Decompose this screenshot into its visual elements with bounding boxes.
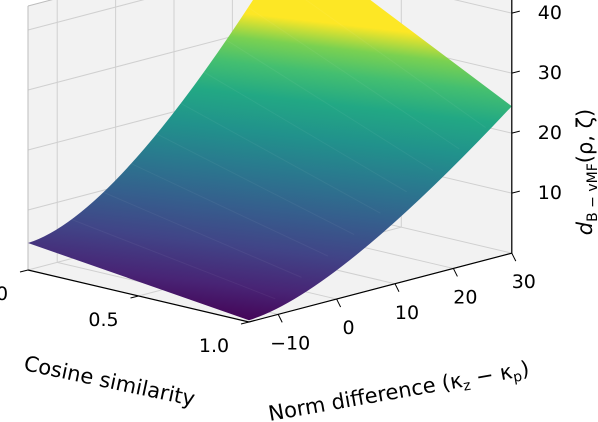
z-tick xyxy=(511,190,520,194)
grid-line xyxy=(453,0,512,14)
y-tick-label: 30 xyxy=(512,271,536,293)
y-tick-label: 20 xyxy=(453,286,477,308)
x-tick-label: 0.5 xyxy=(88,309,118,331)
tick-marks xyxy=(19,10,520,325)
z-tick xyxy=(511,70,520,74)
surface xyxy=(28,0,512,321)
mesh-line xyxy=(80,181,302,278)
z-tick-label: 20 xyxy=(538,122,562,144)
y-tick xyxy=(277,314,283,323)
mesh-line xyxy=(159,91,381,214)
x-tick-label: 1.0 xyxy=(199,335,229,357)
z-tick-label: 10 xyxy=(538,182,562,204)
y-tick xyxy=(452,268,458,277)
mesh-line xyxy=(106,151,329,257)
tick-labels: 0.0 0.5 1.0 −10 0 10 20 30 10 20 30 40 xyxy=(0,2,562,357)
grid-line xyxy=(27,0,145,31)
y-tick xyxy=(394,283,400,292)
mesh-line xyxy=(237,0,460,150)
z-tick-label: 30 xyxy=(538,62,562,84)
y-tick-label: −10 xyxy=(270,332,310,354)
mesh-line xyxy=(305,0,486,128)
x-tick xyxy=(19,269,29,273)
y-tick-label: 10 xyxy=(395,302,419,324)
y-tick xyxy=(336,298,342,308)
y-axis-line xyxy=(248,252,512,323)
mesh-line xyxy=(54,212,276,300)
surface-mesh xyxy=(54,0,486,300)
mesh-line xyxy=(185,60,407,193)
y-tick-label: 0 xyxy=(343,317,355,339)
x-tick xyxy=(240,321,250,325)
y-axis-label: Norm difference (κz − κp) xyxy=(267,356,532,422)
x-axis-label: Cosine similarity xyxy=(22,351,197,411)
z-axis-label: dB − vMF(ρ, ζ) xyxy=(573,109,598,236)
mesh-line xyxy=(132,121,355,236)
mesh-line xyxy=(211,30,434,171)
z-tick xyxy=(511,10,520,14)
x-tick xyxy=(130,295,139,299)
z-tick-label: 40 xyxy=(538,2,562,24)
x-tick-label: 0.0 xyxy=(0,283,8,305)
y-tick xyxy=(511,252,517,262)
z-tick xyxy=(511,130,520,134)
